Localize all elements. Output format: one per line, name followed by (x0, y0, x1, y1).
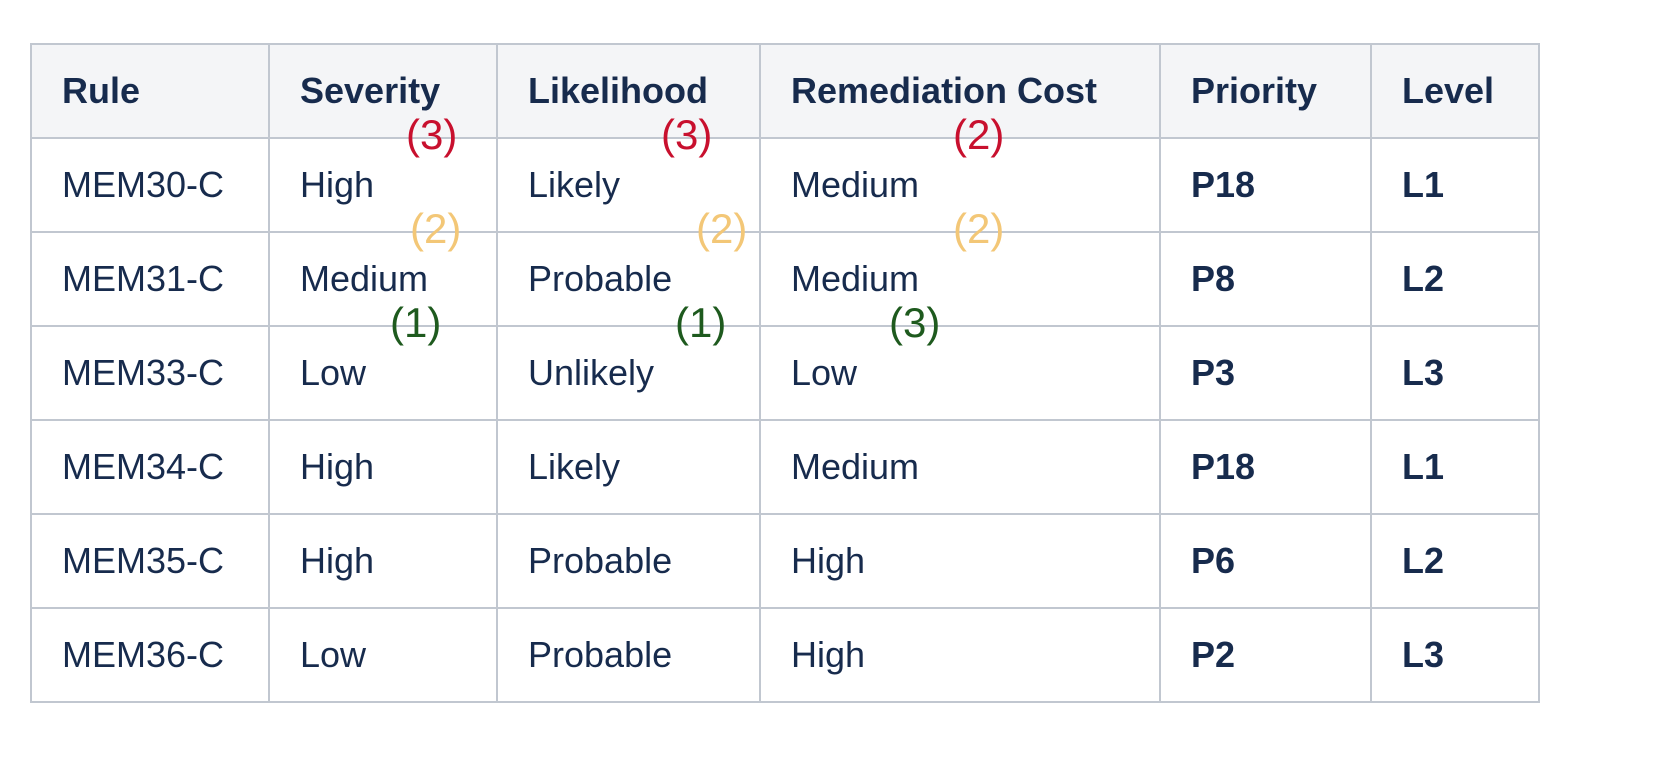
priority-cell: P2 (1159, 607, 1372, 703)
rule-cell: MEM33-C (30, 325, 270, 421)
table-header-row: Rule Severity Likelihood Remediation Cos… (30, 43, 1540, 139)
rule-cell: MEM34-C (30, 419, 270, 515)
severity-cell: High (268, 419, 498, 515)
cost-text: Medium (791, 258, 920, 299)
rule-cell: MEM36-C (30, 607, 270, 703)
level-cell: L2 (1370, 231, 1540, 327)
table-row: MEM34-C High Likely Medium P18 L1 (30, 419, 1540, 515)
likelihood-score: (1) (675, 299, 727, 346)
severity-cell: High (268, 513, 498, 609)
severity-score: (2) (410, 205, 462, 252)
severity-score: (3) (406, 111, 458, 158)
table-row: MEM35-C High Probable High P6 L2 (30, 513, 1540, 609)
cost-cell: Medium (2) (759, 205, 1161, 327)
cost-cell: Medium (2) (759, 111, 1161, 233)
likelihood-score: (2) (696, 205, 748, 252)
priority-cell: P6 (1159, 513, 1372, 609)
likelihood-cell: Probable (496, 513, 761, 609)
table-row: MEM30-C High (3) Likely (3) Medium (2) P18 … (30, 111, 1540, 233)
severity-score: (1) (390, 299, 442, 346)
cost-score: (3) (889, 299, 941, 346)
rule-cell: MEM31-C (30, 231, 270, 327)
rule-cell: MEM35-C (30, 513, 270, 609)
cost-text: Low (791, 352, 858, 393)
header-level: Level (1370, 43, 1540, 139)
table-row: MEM36-C Low Probable High P2 L3 (30, 607, 1540, 703)
likelihood-text: Unlikely (528, 352, 655, 393)
header-rule: Rule (30, 43, 270, 139)
likelihood-cell: Unlikely (1) (496, 299, 761, 421)
likelihood-cell: Likely (3) (496, 111, 761, 233)
severity-cell: High (3) (268, 111, 498, 233)
cost-cell: Low (3) (759, 299, 1161, 421)
priority-cell: P18 (1159, 137, 1372, 233)
priority-cell: P3 (1159, 325, 1372, 421)
likelihood-cell: Probable (496, 607, 761, 703)
severity-cell: Low (1) (268, 299, 498, 421)
cost-cell: High (759, 607, 1161, 703)
risk-assessment-table: Rule Severity Likelihood Remediation Cos… (30, 43, 1540, 703)
level-cell: L3 (1370, 325, 1540, 421)
severity-text: High (300, 164, 375, 205)
cost-cell: High (759, 513, 1161, 609)
likelihood-cell: Probable (2) (496, 205, 761, 327)
severity-text: Medium (300, 258, 429, 299)
cost-text: Medium (791, 164, 920, 205)
header-priority: Priority (1159, 43, 1372, 139)
rule-cell: MEM30-C (30, 137, 270, 233)
likelihood-score: (3) (661, 111, 713, 158)
severity-cell: Low (268, 607, 498, 703)
severity-cell: Medium (2) (268, 205, 498, 327)
table-row: MEM31-C Medium (2) Probable (2) Medium (2) … (30, 205, 1540, 327)
likelihood-cell: Likely (496, 419, 761, 515)
cost-cell: Medium (759, 419, 1161, 515)
likelihood-text: Likely (528, 164, 621, 205)
priority-cell: P18 (1159, 419, 1372, 515)
cost-score: (2) (953, 205, 1005, 252)
level-cell: L1 (1370, 137, 1540, 233)
header-likelihood: Likelihood (496, 43, 761, 139)
level-cell: L1 (1370, 419, 1540, 515)
priority-cell: P8 (1159, 231, 1372, 327)
header-remediation-cost: Remediation Cost (759, 43, 1161, 139)
cost-score: (2) (953, 111, 1005, 158)
severity-text: Low (300, 352, 367, 393)
likelihood-text: Probable (528, 258, 673, 299)
table-row: MEM33-C Low (1) Unlikely (1) Low (3) P3 L3 (30, 299, 1540, 421)
level-cell: L3 (1370, 607, 1540, 703)
level-cell: L2 (1370, 513, 1540, 609)
header-severity: Severity (268, 43, 498, 139)
